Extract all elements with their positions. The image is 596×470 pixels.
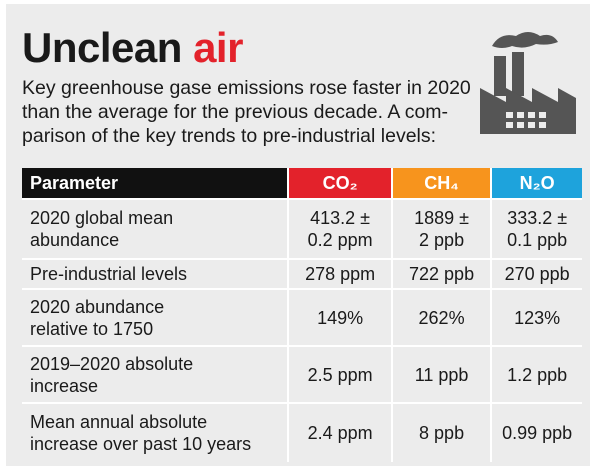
header-row: Parameter CO₂ CH₄ N₂O [22, 168, 583, 198]
parameter-cell: 2020 abundance relative to 1750 [22, 290, 287, 345]
cell-text: increase [30, 375, 99, 396]
cell-text: 413.2 ± [310, 208, 371, 228]
cell-text: 149% [317, 307, 364, 328]
value-cell: 0.99 ppb [490, 404, 582, 462]
parameter-cell: Mean annual absolute increase over past 1… [22, 404, 287, 462]
cell-text: 722 ppb [409, 264, 475, 284]
title-main: Unclean [22, 24, 182, 71]
cell-text: 2.4 ppm [307, 423, 373, 443]
cell-text: abundance [30, 230, 120, 250]
cell-text: 2020 abundance [30, 296, 165, 317]
subtitle-line: Key greenhouse gase emissions rose faste… [22, 77, 471, 99]
header-cell: Parameter [22, 168, 288, 198]
table-row: 2019–2020 absolute increase 2.5 ppm 11 ppb 1… [22, 345, 582, 402]
cell-text: 0.2 ppm [307, 230, 373, 250]
cell-text: relative to 1750 [30, 318, 154, 339]
cell-text: 1.2 ppb [507, 364, 568, 385]
header-cell: CO₂ [287, 168, 391, 198]
header-text: CH₄ [424, 173, 459, 193]
header-text: CO₂ [322, 173, 358, 193]
cell-text: increase over past 10 years [30, 434, 252, 454]
cell-text: 8 ppb [419, 423, 465, 443]
table-row: 2020 abundance relative to 1750 149% 262% 12… [22, 288, 582, 345]
parameter-cell: 2019–2020 absolute increase [22, 347, 287, 402]
value-cell: 1889 ±2 ppb [390, 200, 491, 258]
title-accent: air [193, 24, 243, 71]
value-cell: 2.5 ppm [287, 347, 390, 402]
value-cell: 8 ppb [390, 404, 491, 462]
cell-text: 333.2 ± [507, 208, 568, 228]
value-cell: 2.4 ppm [287, 404, 390, 462]
header-cell: CH₄ [390, 168, 491, 198]
header-cell: N₂O [490, 168, 583, 198]
cell-text: 2 ppb [419, 230, 465, 250]
infographic: Unclean air Key greenhouse gase emission… [6, 4, 590, 466]
value-cell: 722 ppb [390, 260, 491, 288]
cell-text: 262% [418, 307, 465, 328]
value-cell: 149% [287, 290, 390, 345]
cell-text: Mean annual absolute [30, 412, 208, 432]
table-row: Mean annual absolute increase over past 1… [22, 402, 582, 462]
cell-text: 270 ppb [504, 264, 570, 284]
value-cell: 278 ppm [287, 260, 390, 288]
cell-text: Pre-industrial levels [30, 264, 188, 284]
title: Unclean air [22, 24, 243, 72]
parameter-cell: Pre-industrial levels [22, 260, 287, 288]
cell-text: 11 ppb [414, 364, 469, 385]
value-cell: 262% [390, 290, 491, 345]
value-cell: 270 ppb [490, 260, 582, 288]
cell-text: 2020 global mean [30, 208, 174, 228]
value-cell: 333.2 ±0.1 ppb [490, 200, 582, 258]
value-cell: 123% [490, 290, 582, 345]
table-row: Pre-industrial levels 278 ppm 722 ppb 270 p… [22, 258, 582, 288]
table: Parameter CO₂ CH₄ N₂O 2020 global mean abunda… [22, 168, 583, 462]
cell-text: 278 ppm [305, 264, 376, 284]
cell-text: 2019–2020 absolute [30, 353, 194, 374]
value-cell: 413.2 ±0.2 ppm [287, 200, 390, 258]
cell-text: 1889 ± [414, 208, 470, 228]
subtitle-line: than the average for the previous decade… [22, 101, 449, 123]
cell-text: 2.5 ppm [307, 364, 373, 385]
header-text: Parameter [30, 173, 119, 193]
table-row: 2020 global mean abundance 413.2 ±0.2 ppm 1… [22, 198, 582, 258]
value-cell: 11 ppb [390, 347, 491, 402]
subtitle-line: parison of the key trends to pre-industr… [22, 125, 437, 147]
value-cell: 1.2 ppb [490, 347, 582, 402]
header-text: N₂O [519, 173, 555, 193]
factory-icon [480, 32, 576, 134]
cell-text: 123% [514, 307, 561, 328]
subtitle: Key greenhouse gase emissions rose faste… [22, 76, 471, 148]
cell-text: 0.99 ppb [502, 423, 573, 443]
cell-text: 0.1 ppb [507, 230, 568, 250]
parameter-cell: 2020 global mean abundance [22, 200, 287, 258]
